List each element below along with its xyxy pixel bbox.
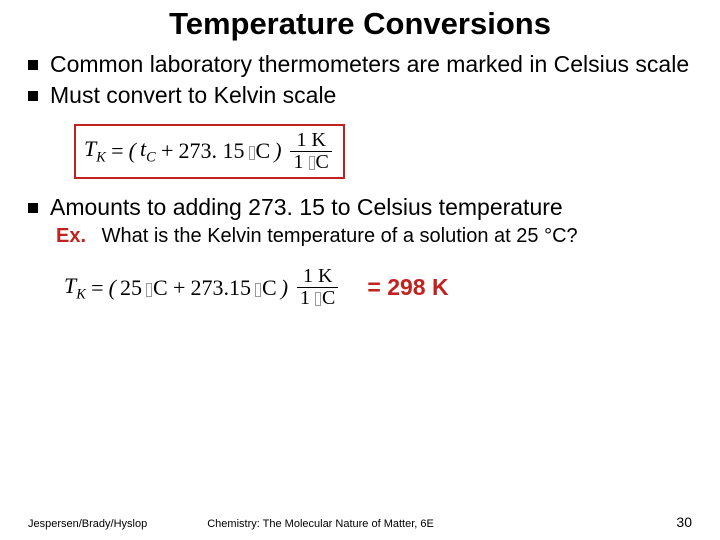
eq-sub: C: [146, 149, 156, 165]
eq-sub: K: [76, 286, 86, 302]
eq-numerator: 1 K: [290, 130, 331, 152]
footer-book: Chemistry: The Molecular Nature of Matte…: [207, 518, 434, 530]
formula-1-row: TK = ( tC + 273. 15 C ) 1 K 1 C: [74, 124, 692, 179]
slide-title: Temperature Conversions: [28, 6, 692, 42]
slide: Temperature Conversions Common laborator…: [0, 0, 720, 540]
equation-1: TK = ( tC + 273. 15 C ) 1 K 1 C: [84, 130, 335, 173]
eq-denom-val: 1: [300, 287, 310, 309]
bullet-marker: [28, 91, 38, 101]
footer: Jespersen/Brady/Hyslop Chemistry: The Mo…: [28, 514, 692, 530]
bullet-1: Common laboratory thermometers are marke…: [28, 50, 692, 79]
example-row: Ex. What is the Kelvin temperature of a …: [56, 225, 692, 248]
eq-denom-val: 1: [294, 151, 304, 173]
bullet-marker: [28, 60, 38, 70]
footer-authors: Jespersen/Brady/Hyslop: [28, 518, 147, 530]
eq-numerator: 1 K: [297, 266, 338, 288]
formula-1-box: TK = ( tC + 273. 15 C ) 1 K 1 C: [74, 124, 345, 179]
example-text: [90, 225, 101, 247]
eq-paren: (: [129, 138, 136, 164]
eq-const: 273. 15: [179, 138, 245, 164]
eq-fraction: 1 K 1 C: [288, 130, 335, 173]
equation-2: TK = ( 25 C + 273.15 C ) 1 K 1 C: [64, 266, 341, 309]
bullet-text: Common laboratory thermometers are marke…: [50, 50, 689, 79]
eq-paren: ): [281, 275, 288, 301]
eq-unit: C: [262, 275, 277, 300]
bullet-text: Must convert to Kelvin scale: [50, 81, 336, 110]
eq-denom-unit: C: [322, 287, 335, 309]
eq-var: T: [84, 136, 96, 161]
bullet-3: Amounts to adding 273. 15 to Celsius tem…: [28, 193, 692, 222]
formula-2-box: TK = ( 25 C + 273.15 C ) 1 K 1 C: [64, 266, 341, 309]
eq-sub: K: [96, 149, 106, 165]
formula-2-row: TK = ( 25 C + 273.15 C ) 1 K 1 C = 298 K: [64, 266, 692, 309]
answer-text: = 298 K: [367, 274, 448, 301]
eq-val: 25: [120, 275, 142, 301]
eq-paren: ): [274, 138, 281, 164]
eq-denom-unit: C: [316, 151, 329, 173]
placeholder-icon: [315, 292, 321, 306]
eq-var: T: [64, 273, 76, 298]
eq-equals: =: [110, 138, 125, 164]
bullet-2: Must convert to Kelvin scale: [28, 81, 692, 110]
bullet-text: Amounts to adding 273. 15 to Celsius tem…: [50, 193, 563, 222]
eq-fraction: 1 K 1 C: [294, 266, 341, 309]
eq-paren: (: [109, 275, 116, 301]
eq-const: 273.15: [191, 275, 252, 301]
example-question: What is the Kelvin temperature of a solu…: [102, 225, 578, 247]
placeholder-icon: [146, 283, 152, 297]
placeholder-icon: [309, 156, 315, 170]
eq-unit: C: [153, 275, 168, 300]
eq-plus: +: [172, 275, 187, 301]
eq-unit: C: [256, 138, 271, 163]
eq-equals: =: [90, 275, 105, 301]
example-label: Ex.: [56, 225, 86, 247]
placeholder-icon: [255, 283, 261, 297]
page-number: 30: [676, 514, 692, 530]
bullet-marker: [28, 203, 38, 213]
eq-plus: +: [160, 138, 175, 164]
placeholder-icon: [249, 146, 255, 160]
